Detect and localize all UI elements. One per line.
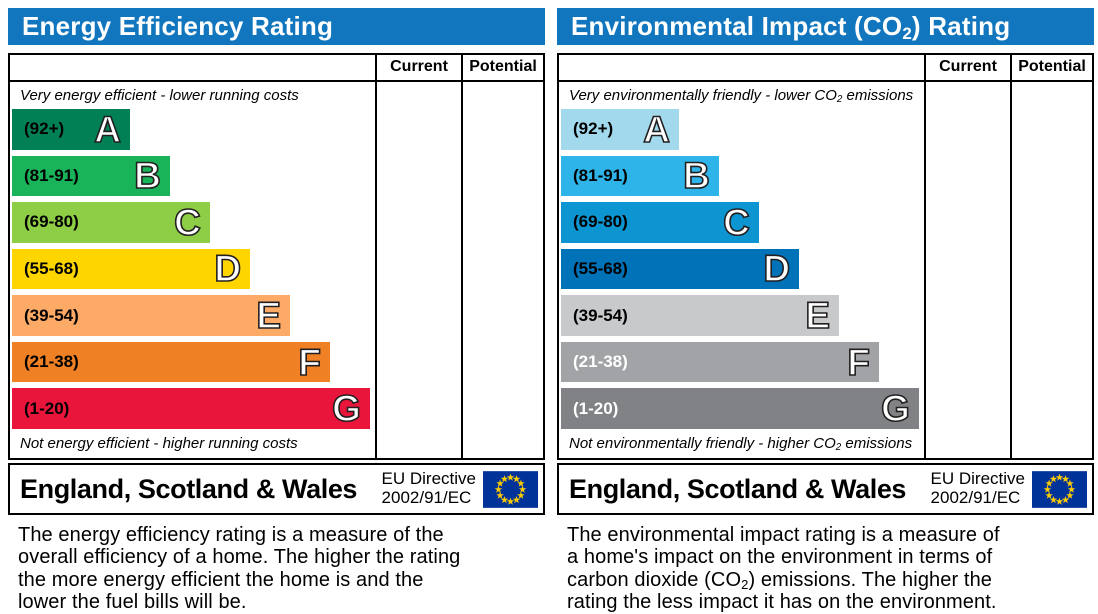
- table-header-row: Current Potential: [559, 55, 1092, 82]
- band-range-label: (1-20): [24, 398, 70, 418]
- region-label: England, Scotland & Wales: [569, 473, 907, 504]
- bands: (92+) A (81-91) B (69-80) C (55-68) D (39-54…: [559, 106, 924, 431]
- top-caption: Very energy efficient - lower running co…: [20, 87, 299, 104]
- table-body: Very environmentally friendly - lower CO…: [559, 82, 1092, 458]
- band-letter: F: [298, 341, 322, 383]
- band-range-label: (55-68): [573, 259, 628, 279]
- band-range-label: (92+): [24, 119, 65, 139]
- band-d: (55-68) D: [561, 248, 800, 290]
- band-letter: C: [722, 201, 750, 243]
- band-c: (69-80) C: [561, 202, 759, 243]
- band-letter: D: [763, 248, 791, 290]
- eu-flag-icon: [1032, 470, 1087, 508]
- bottom-caption: Not energy efficient - higher running co…: [20, 435, 298, 452]
- band-range-label: (81-91): [24, 165, 79, 185]
- band-letter: D: [214, 248, 242, 290]
- band-g: (1-20) G: [12, 388, 370, 430]
- potential-column-header: Potential: [461, 55, 543, 80]
- current-column-header: Current: [924, 55, 1010, 80]
- eu-flag-icon: [483, 470, 538, 508]
- bands: (92+) A (81-91) B (69-80) C (55-68) D (39-54…: [10, 106, 375, 431]
- energy-efficiency-title: Energy Efficiency Rating: [8, 8, 545, 45]
- band-range-label: (55-68): [24, 259, 79, 279]
- potential-column-header: Potential: [1010, 55, 1092, 80]
- potential-column: [1010, 82, 1092, 458]
- rating-table: Current Potential Very environmentally f…: [557, 53, 1094, 460]
- band-letter: G: [880, 388, 910, 430]
- band-f: (21-38) F: [561, 341, 879, 383]
- band-b: (81-91) B: [561, 155, 719, 197]
- band-letter: G: [331, 388, 361, 430]
- band-letter: B: [682, 155, 710, 197]
- band-a: (92+) A: [12, 109, 130, 150]
- band-g: (1-20) G: [561, 388, 919, 430]
- band-range-label: (39-54): [24, 305, 79, 325]
- band-range-label: (69-80): [24, 212, 79, 232]
- bottom-caption: Not environmentally friendly - higher CO…: [569, 435, 913, 454]
- current-column: [375, 82, 461, 458]
- band-b: (81-91) B: [12, 155, 170, 197]
- band-range-label: (21-38): [573, 352, 628, 372]
- environmental-rating-description: The environmental impact rating is a mea…: [567, 524, 1000, 614]
- title-text: Environmental Impact (CO2) Rating: [571, 11, 1011, 44]
- title-text: Energy Efficiency Rating: [22, 11, 334, 41]
- band-range-label: (92+): [573, 119, 614, 139]
- band-d: (55-68) D: [12, 248, 251, 290]
- rating-scale: Very environmentally friendly - lower CO…: [559, 82, 924, 458]
- table-header-row: Current Potential: [10, 55, 543, 82]
- region-footer: England, Scotland & Wales EU Directive 2…: [8, 463, 545, 515]
- band-letter: E: [805, 294, 831, 336]
- band-letter: F: [847, 341, 871, 383]
- band-range-label: (21-38): [24, 352, 79, 372]
- rating-table: Current Potential Very energy efficient …: [8, 53, 545, 460]
- band-e: (39-54) E: [12, 294, 291, 336]
- environmental-impact-panel: Environmental Impact (CO2) Rating Curren…: [557, 8, 1094, 614]
- region-label: England, Scotland & Wales: [20, 473, 358, 504]
- table-body: Very energy efficient - lower running co…: [10, 82, 543, 458]
- header-spacer: [10, 55, 375, 80]
- band-letter: A: [642, 108, 670, 150]
- band-a: (92+) A: [561, 109, 679, 150]
- band-f: (21-38) F: [12, 341, 330, 383]
- top-caption: Very environmentally friendly - lower CO…: [569, 87, 914, 106]
- band-letter: A: [93, 108, 121, 150]
- band-letter: B: [133, 155, 161, 197]
- potential-column: [461, 82, 543, 458]
- header-spacer: [559, 55, 924, 80]
- eu-directive-label: EU Directive 2002/91/EC: [930, 469, 1025, 507]
- band-range-label: (81-91): [573, 165, 628, 185]
- current-column-header: Current: [375, 55, 461, 80]
- band-range-label: (69-80): [573, 212, 628, 232]
- eu-directive-label: EU Directive 2002/91/EC: [381, 469, 476, 507]
- energy-efficiency-panel: Energy Efficiency Rating Current Potenti…: [8, 8, 545, 614]
- energy-rating-description: The energy efficiency rating is a measur…: [18, 524, 461, 614]
- band-letter: E: [256, 294, 282, 336]
- rating-scale: Very energy efficient - lower running co…: [10, 82, 375, 458]
- current-column: [924, 82, 1010, 458]
- band-e: (39-54) E: [561, 294, 840, 336]
- band-range-label: (1-20): [573, 398, 619, 418]
- band-c: (69-80) C: [12, 202, 210, 243]
- region-footer: England, Scotland & Wales EU Directive 2…: [557, 463, 1094, 515]
- environmental-impact-title: Environmental Impact (CO2) Rating: [557, 8, 1094, 45]
- band-range-label: (39-54): [573, 305, 628, 325]
- band-letter: C: [173, 201, 201, 243]
